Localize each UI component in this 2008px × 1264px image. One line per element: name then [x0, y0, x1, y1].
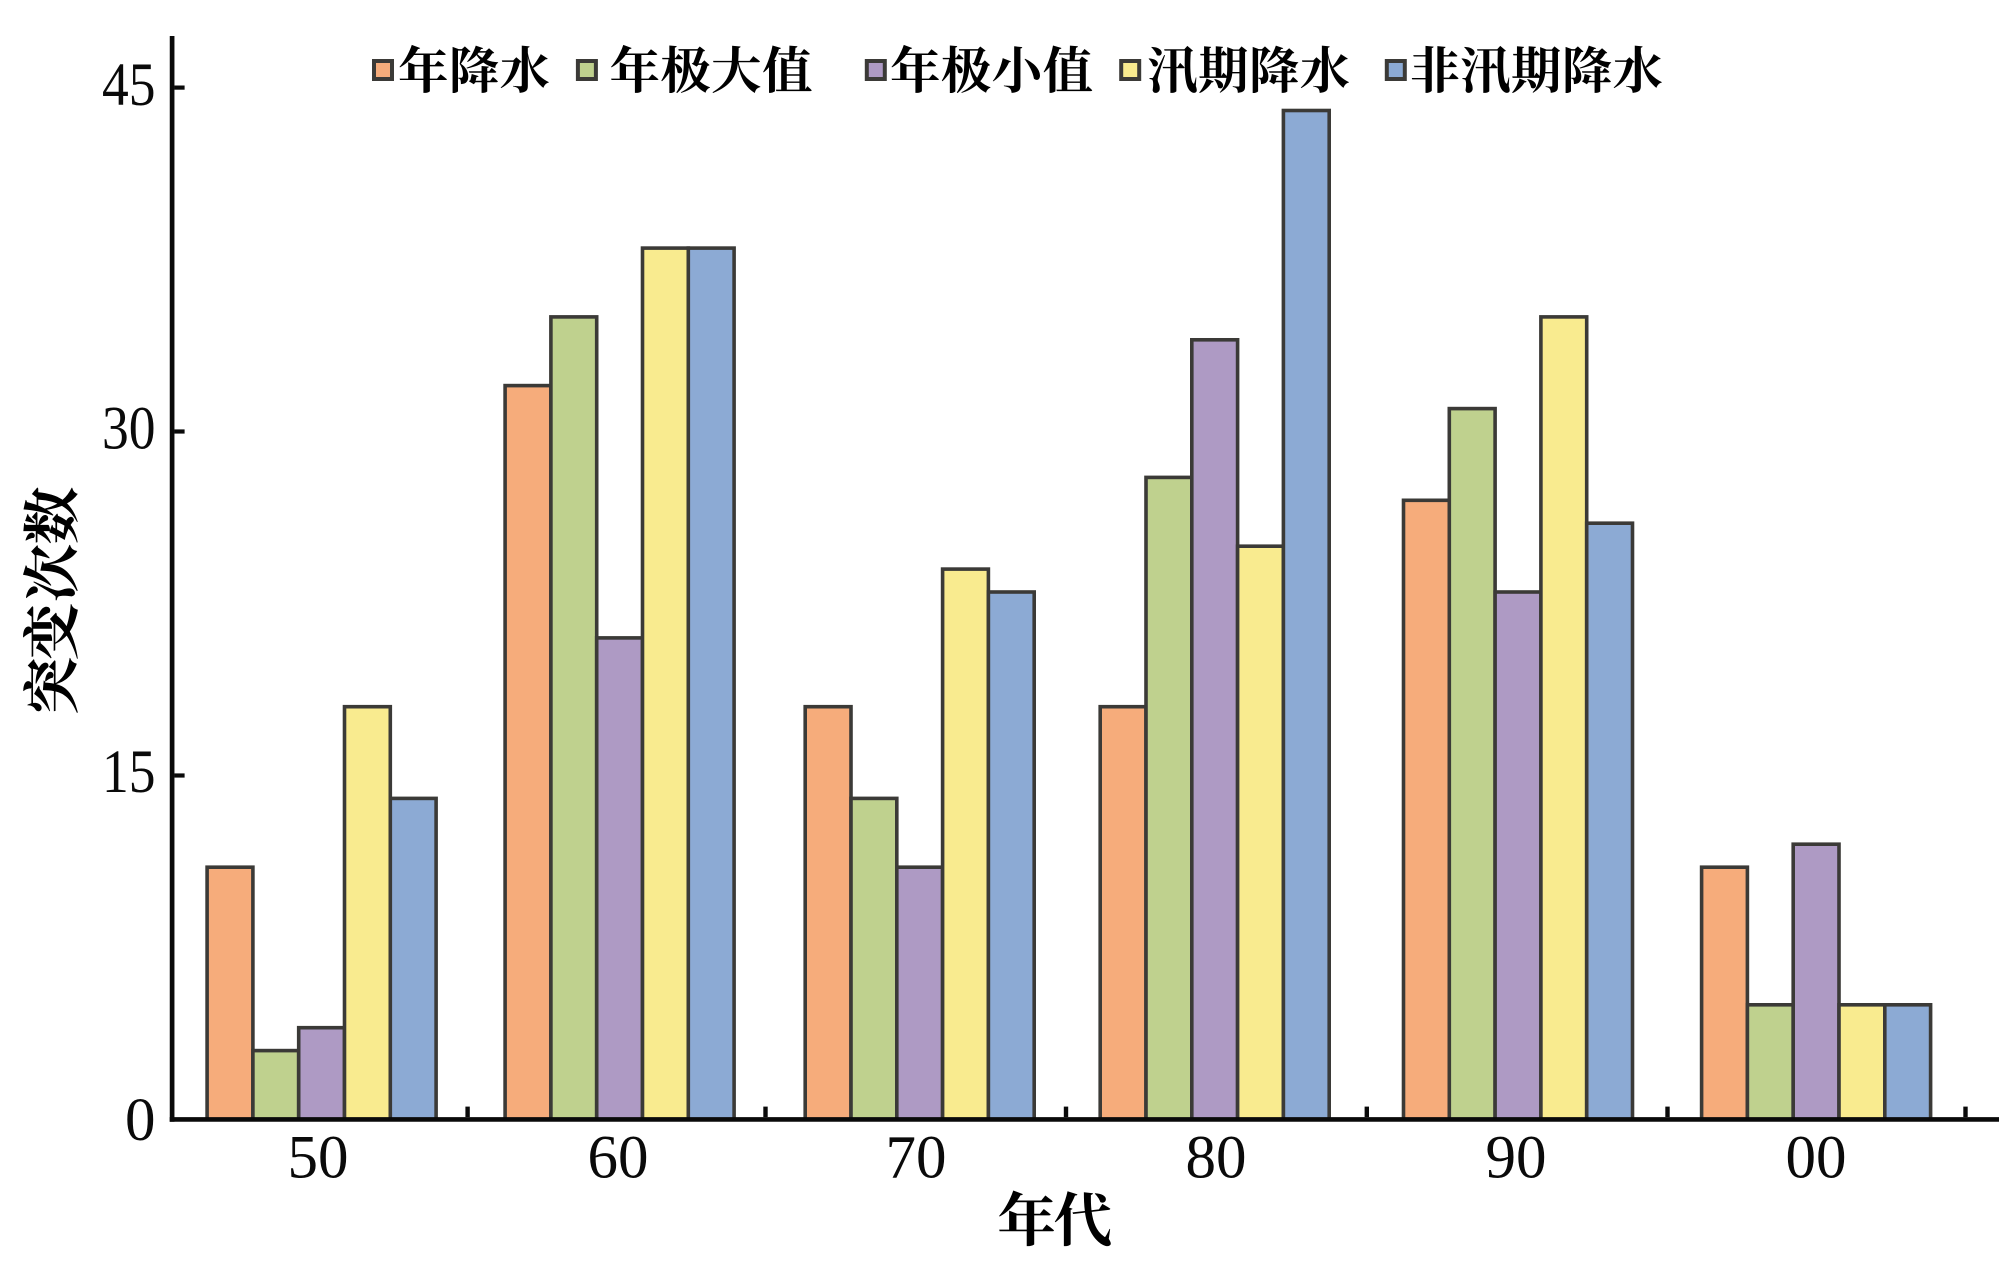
svg-text:60: 60 [588, 1125, 649, 1192]
svg-text:50: 50 [288, 1125, 349, 1192]
svg-text:80: 80 [1186, 1125, 1247, 1192]
svg-text:45: 45 [102, 52, 156, 119]
svg-text:00: 00 [1786, 1125, 1847, 1192]
svg-text:15: 15 [102, 739, 156, 806]
svg-text:30: 30 [102, 396, 156, 463]
svg-text:90: 90 [1486, 1125, 1547, 1192]
svg-text:0: 0 [125, 1087, 156, 1154]
svg-text:70: 70 [886, 1125, 947, 1192]
